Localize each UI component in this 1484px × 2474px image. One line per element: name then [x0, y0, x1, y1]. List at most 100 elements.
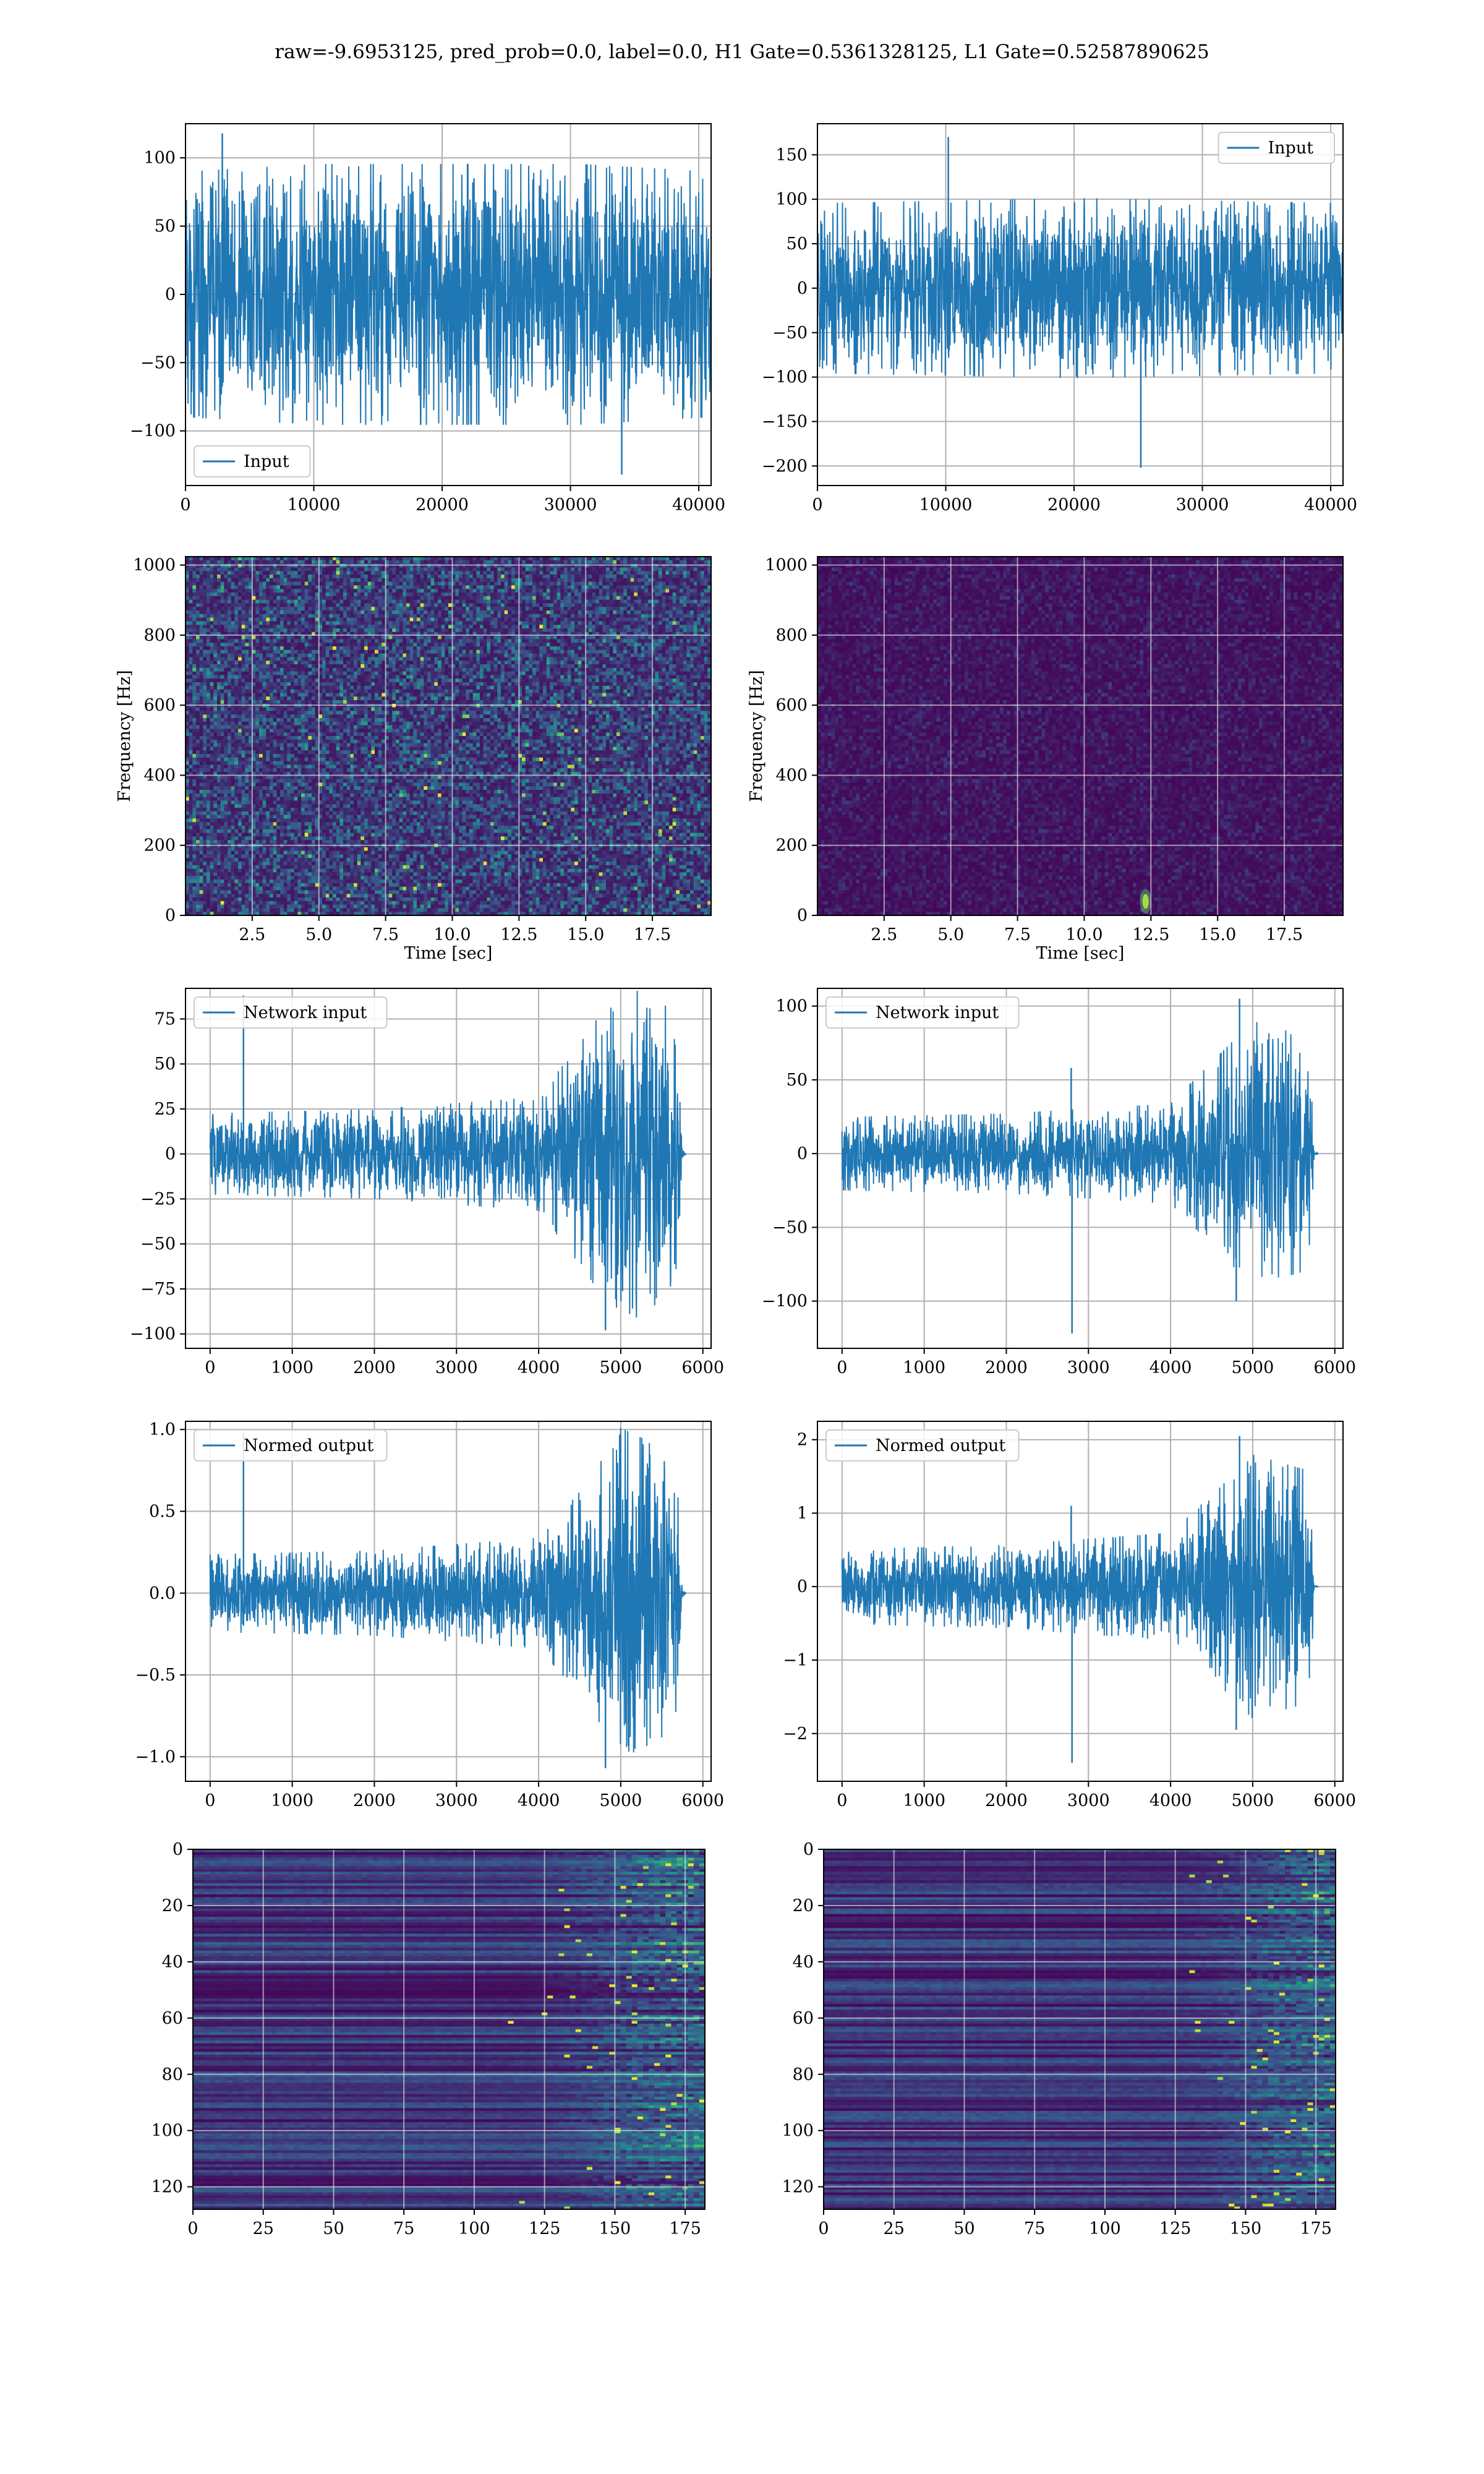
spectrogram-cell [228, 643, 231, 646]
x-tick-label: 40000 [1304, 495, 1357, 515]
spectrogram-cell [242, 596, 245, 600]
spectrogram-cell [255, 729, 259, 732]
spectrogram-cell [221, 761, 224, 765]
spectrogram-cell [231, 862, 235, 865]
spectrogram-cell [203, 650, 207, 654]
spectrogram-cell [224, 740, 228, 743]
spectrogram-cell [234, 897, 238, 901]
x-tick-label: 10000 [919, 495, 973, 515]
spectrogram-cell [207, 736, 210, 740]
spectrogram-cell [217, 829, 221, 833]
spectrogram-cell [228, 833, 231, 837]
spectrogram-cell [207, 764, 210, 768]
spectrogram-cell [231, 869, 235, 873]
spectrogram-cell [234, 905, 238, 909]
spectrogram-cell [231, 603, 235, 607]
spectrogram-cell [189, 811, 193, 815]
spectrogram-cell [189, 794, 193, 797]
spectrogram-cell [259, 596, 263, 600]
spectrogram-cell [234, 764, 238, 768]
spectrogram-cell [210, 822, 214, 826]
spectrogram-cell [221, 696, 224, 700]
spectrogram-cell [192, 625, 196, 628]
spectrogram-cell [228, 718, 231, 722]
spectrogram-cell [224, 804, 228, 808]
spectrogram-cell [242, 678, 245, 682]
spectrogram-cell [213, 664, 217, 668]
spectrogram-cell [200, 887, 203, 891]
spectrogram-cell [196, 836, 200, 840]
spectrogram-cell [196, 740, 200, 743]
spectrogram-cell [224, 862, 228, 865]
spectrogram-cell [245, 847, 249, 851]
spectrogram-cell [213, 811, 217, 815]
spectrogram-cell [228, 747, 231, 750]
spectrogram-cell [200, 585, 203, 589]
spectrogram-cell [238, 883, 242, 887]
spectrogram-cell [213, 747, 217, 750]
spectrogram-cell [196, 585, 200, 589]
spectrogram-cell [245, 887, 249, 891]
spectrogram-cell [207, 571, 210, 575]
spectrogram-cell [221, 560, 224, 564]
spectrogram-cell [207, 589, 210, 593]
spectrogram-cell [245, 815, 249, 819]
spectrogram-cell [217, 736, 221, 740]
spectrogram-cell [238, 862, 242, 865]
spectrogram-cell [221, 854, 224, 858]
spectrogram-cell [245, 768, 249, 772]
spectrogram-cell [210, 740, 214, 743]
spectrogram-cell [200, 650, 203, 654]
spectrogram-cell [242, 664, 245, 668]
spectrogram-cell [213, 826, 217, 829]
spectrogram-cell [242, 589, 245, 593]
spectrogram-cell [231, 711, 235, 714]
spectrogram-cell [255, 578, 259, 582]
spectrogram-cell [245, 901, 249, 905]
spectrogram-cell [192, 690, 196, 693]
spectrogram-cell [210, 625, 214, 628]
spectrogram-cell [231, 726, 235, 729]
spectrogram-cell [242, 661, 245, 664]
spectrogram-cell [231, 883, 235, 887]
spectrogram-cell [213, 786, 217, 790]
spectrogram-cell [234, 883, 238, 887]
spectrogram-cell [255, 585, 259, 589]
spectrogram-cell [196, 711, 200, 714]
spectrogram-cell [224, 696, 228, 700]
spectrogram-cell [192, 628, 196, 632]
spectrogram-cell [238, 690, 242, 693]
spectrogram-cell [217, 851, 221, 855]
spectrogram-cell [228, 696, 231, 700]
spectrogram-cell [231, 564, 235, 568]
spectrogram-cell [224, 668, 228, 672]
spectrogram-cell [242, 564, 245, 568]
spectrogram-cell [203, 768, 207, 772]
spectrogram-cell [221, 776, 224, 779]
spectrogram-cell [231, 865, 235, 869]
spectrogram-cell [231, 808, 235, 811]
spectrogram-cell [234, 908, 238, 912]
spectrogram-cell [210, 890, 214, 894]
spectrogram-cell [217, 596, 221, 600]
spectrogram-cell [213, 908, 217, 912]
spectrogram-cell [234, 664, 238, 668]
spectrogram-cell [242, 726, 245, 729]
spectrogram-cell [234, 776, 238, 779]
spectrogram-cell [217, 636, 221, 640]
spectrogram-cell [217, 646, 221, 650]
spectrogram-cell [224, 764, 228, 768]
spectrogram-cell [210, 646, 214, 650]
spectrogram-cell [213, 880, 217, 883]
spectrogram-cell [192, 869, 196, 873]
spectrogram-cell [224, 729, 228, 732]
spectrogram-cell [259, 578, 263, 582]
spectrogram-cell [224, 686, 228, 690]
spectrogram-cell [228, 593, 231, 596]
spectrogram-cell [224, 596, 228, 600]
spectrogram-cell [210, 675, 214, 678]
spectrogram-cell [203, 700, 207, 704]
spectrogram-cell [242, 722, 245, 726]
spectrogram-cell [242, 768, 245, 772]
spectrogram-cell [255, 726, 259, 729]
